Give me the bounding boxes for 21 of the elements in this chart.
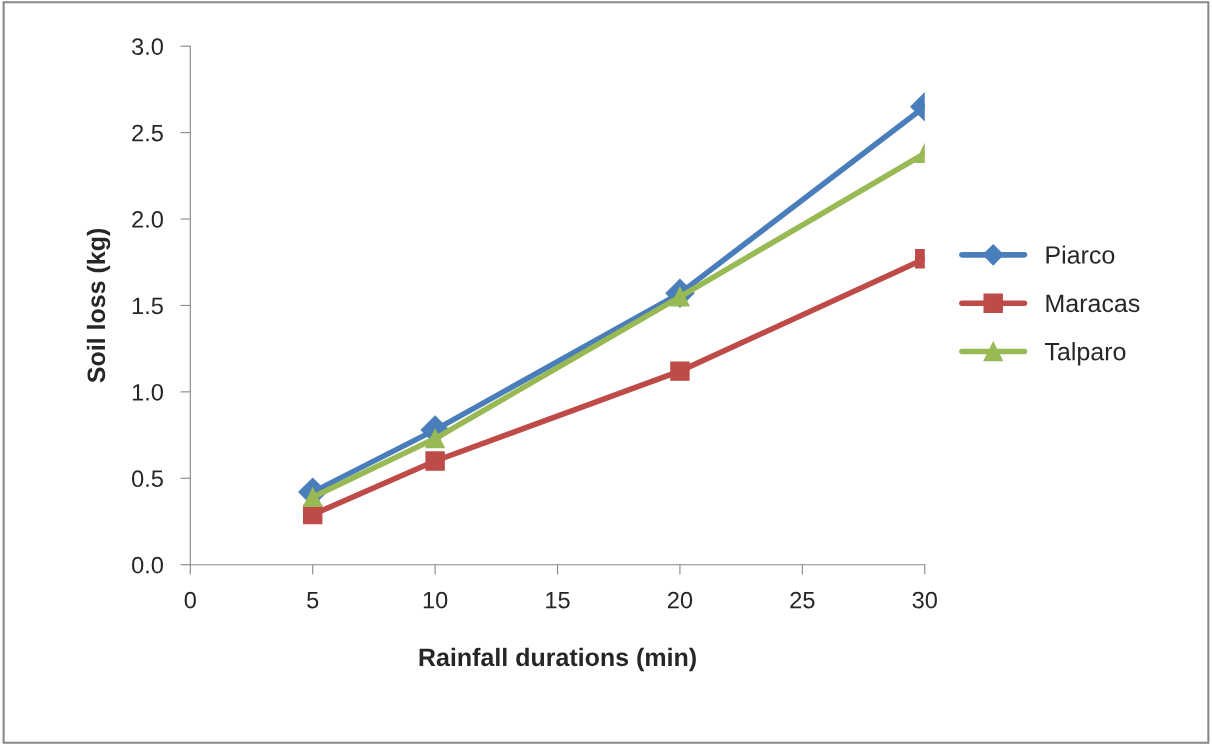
x-tick-label: 30 <box>912 591 937 609</box>
x-tick-label: 15 <box>546 591 570 609</box>
y-tick-label: 0.0 <box>132 556 163 574</box>
y-tick-label: 3.0 <box>131 38 163 55</box>
x-tick-label: 0 <box>184 591 196 609</box>
y-tick-label: 2.0 <box>132 211 163 228</box>
y-axis-title: Soil loss (kg) <box>86 228 111 383</box>
legend-label: Maracas <box>1046 294 1140 313</box>
point <box>425 428 445 449</box>
x-axis-title: Rainfall durations (min) <box>419 647 696 672</box>
y-tick-label: 1.5 <box>132 297 163 315</box>
x-tick-label: 5 <box>307 591 319 609</box>
x-tick-label: 10 <box>423 591 448 609</box>
x-tick-label: 25 <box>790 591 815 609</box>
x-tick-label: 20 <box>667 591 693 609</box>
y-tick-label: 0.5 <box>132 470 163 488</box>
legend-label: Talparo <box>1045 342 1126 366</box>
point <box>425 451 445 471</box>
legend-label: Piarco <box>1046 245 1115 264</box>
y-tick-label: 1.0 <box>132 383 163 401</box>
y-tick-label: 2.5 <box>132 124 163 142</box>
